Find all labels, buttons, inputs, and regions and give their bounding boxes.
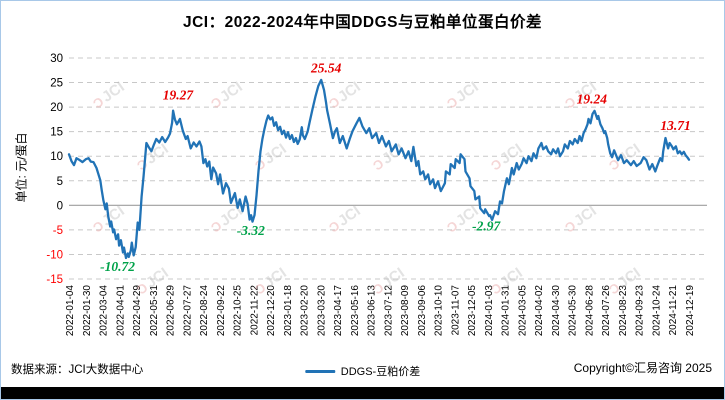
x-tick-label: 2023-09-06 (417, 285, 428, 337)
x-tick-label: 2024-12-19 (685, 285, 696, 337)
x-tick-label: 2023-06-13 (367, 285, 378, 337)
jci-watermark: ƆJCI (252, 140, 290, 174)
legend-line-sample (304, 369, 335, 373)
data-source-note: 数据来源：JCI大数据中心 (11, 364, 144, 376)
x-tick-label: 2024-04-30 (551, 285, 562, 337)
x-tick-label: 2022-04-29 (132, 285, 143, 337)
x-tick-label: 2022-12-20 (266, 285, 277, 337)
annotation-13.71: 13.71 (660, 118, 690, 133)
x-tick-label: 2024-04-02 (534, 285, 545, 337)
x-tick-label: 2022-11-22 (249, 285, 260, 336)
x-tick-label: 2023-01-18 (283, 285, 294, 337)
x-tick-label: 2022-09-22 (216, 285, 227, 337)
y-tick-label: 0 (57, 200, 63, 212)
x-tick-label: 2023-03-20 (316, 285, 327, 337)
x-tick-label: 2023-07-12 (383, 285, 394, 337)
annotation--10.72: -10.72 (100, 259, 135, 274)
x-tick-label: 2024-10-24 (651, 285, 662, 337)
x-tick-label: 2022-01-04 (65, 285, 76, 337)
x-tick-label: 2023-02-20 (300, 285, 311, 337)
x-tick-label: 2023-05-16 (350, 285, 361, 337)
y-tick-label: -5 (53, 225, 63, 237)
annotation--3.32: -3.32 (237, 223, 265, 238)
chart-title: JCI：2022-2024年中国DDGS与豆粕单位蛋白价差 (182, 14, 543, 31)
jci-watermark: ƆJCI (562, 202, 600, 236)
x-tick-label: 2023-10-10 (434, 285, 445, 337)
series-line (67, 78, 691, 260)
jci-watermark: ƆJCI (326, 202, 364, 236)
y-tick-label: 25 (50, 78, 63, 90)
legend-series-label: DDGS-豆粕价差 (340, 366, 421, 378)
x-tick-label: 2022-07-27 (182, 285, 193, 337)
bottom-black-bar (1, 387, 724, 399)
x-tick-label: 2024-08-23 (618, 285, 629, 337)
y-tick-label: 20 (50, 102, 63, 114)
x-tick-label: 2022-08-24 (199, 285, 210, 337)
x-tick-label: 2024-09-23 (635, 285, 646, 337)
x-tick-label: 2024-11-21 (668, 285, 679, 336)
price-spread-line-chart: -15 -10 -5 0 5 10 15 20 25 30 2022-01-04 2022-01-30… (46, 53, 707, 337)
y-tick-label: 15 (50, 127, 63, 139)
jci-watermark: ƆJCI (370, 140, 408, 174)
x-tick-label: 2022-03-04 (99, 285, 110, 337)
x-tick-label: 2022-06-29 (166, 285, 177, 337)
annotation-25.54: 25.54 (310, 60, 342, 75)
x-tick-label: 2023-04-17 (333, 285, 344, 337)
y-tick-label: 5 (57, 176, 63, 188)
x-tick-label: 2022-01-30 (82, 285, 93, 337)
y-tick-label: -15 (46, 274, 63, 286)
x-tick-label: 2023-12-05 (467, 285, 478, 337)
legend: DDGS-豆粕价差 (304, 363, 421, 379)
x-tick-label: 2022-05-31 (149, 285, 160, 337)
x-tick-label: 2024-01-31 (501, 285, 512, 337)
x-tick-label: 2023-11-07 (450, 285, 461, 336)
copyright-note: Copyright©汇易咨询 2025 (573, 361, 712, 375)
y-tick-label: 30 (50, 53, 63, 65)
x-tick-label: 2024-07-26 (601, 285, 612, 337)
x-tick-label: 2023-08-09 (400, 285, 411, 337)
annotation--2.97: -2.97 (472, 218, 501, 233)
annotation-19.24: 19.24 (577, 91, 608, 106)
x-tick-label: 2024-05-30 (568, 285, 579, 337)
y-tick-label: 10 (50, 151, 63, 163)
x-tick-label: 2022-10-25 (233, 285, 244, 337)
x-tick-label: 2024-03-05 (517, 285, 528, 337)
x-tick-label: 2024-06-28 (584, 285, 595, 337)
x-tick-label: 2022-04-01 (115, 285, 126, 337)
annotation-19.27: 19.27 (163, 87, 195, 102)
y-tick-label: -10 (46, 249, 63, 261)
x-tick-label: 2024-01-03 (484, 285, 495, 337)
